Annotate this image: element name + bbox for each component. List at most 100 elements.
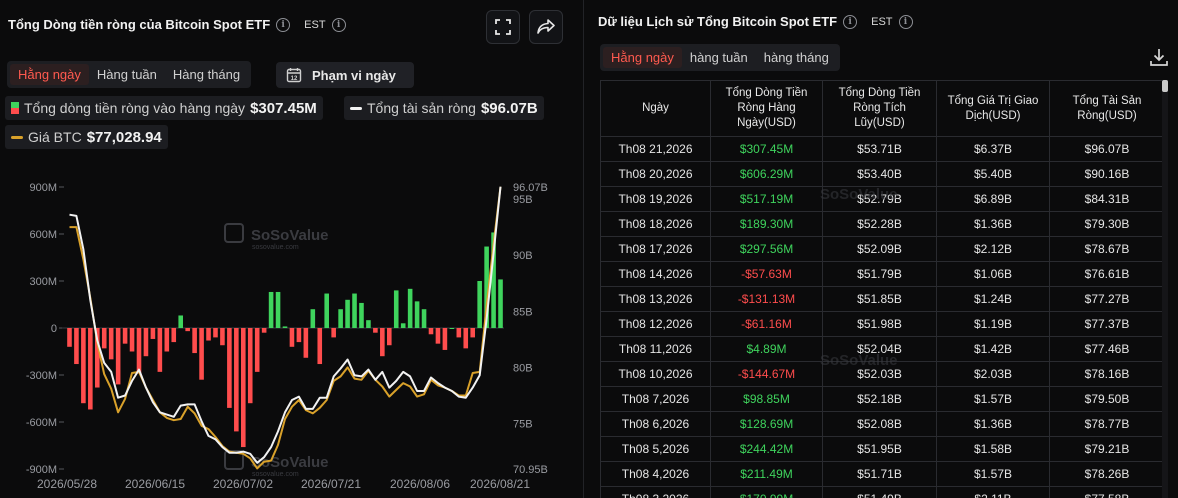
watermark-logo-icon [224, 223, 244, 243]
table-row[interactable]: Th08 19,2026 $517.19M $52.79B $6.89B $84.31B [600, 186, 1165, 212]
cell-value-traded: $6.89B [936, 186, 1050, 212]
cell-daily-netflow: $98.85M [710, 386, 823, 412]
x-axis: 2026/05/28 2026/06/15 2026/07/02 2026/07/21… [37, 477, 530, 491]
table-row[interactable]: Th08 11,2026 $4.89M $52.04B $1.42B $77.46B [600, 336, 1165, 362]
download-icon[interactable] [1148, 46, 1170, 68]
col-header-net-assets[interactable]: Tổng Tài Sản Ròng(USD) [1049, 80, 1165, 137]
x-tick-label: 2026/08/21 [470, 477, 530, 491]
netflow-bar [373, 328, 378, 333]
netflow-bar [470, 328, 476, 338]
table-row[interactable]: Th08 3,2026$170.99M$51.49B$2.11B$77.58B [600, 486, 1165, 498]
tab-daily[interactable]: Hằng ngày [10, 64, 89, 85]
table-row[interactable]: Th08 6,2026 $128.69M $52.08B $1.36B $78.77B [600, 411, 1165, 437]
table-row[interactable]: Th08 14,2026 -$57.63M $51.79B $1.06B $76.61B [600, 261, 1165, 287]
col-header-cumulative-netflow[interactable]: Tổng Dòng Tiền Ròng Tích Lũy(USD) [822, 80, 937, 137]
cell-daily-netflow: -$131.13M [710, 286, 823, 312]
col-header-date[interactable]: Ngày [600, 80, 711, 137]
cell-cumulative-netflow: $52.08B [822, 411, 937, 437]
cell-value-traded: $1.58B [936, 436, 1050, 462]
netflow-bar [157, 328, 163, 372]
cell-date: Th08 18,2026 [600, 211, 711, 237]
tab-weekly[interactable]: Hàng tuần [96, 67, 157, 82]
tab-monthly[interactable]: Hàng tháng [172, 67, 241, 82]
netflow-bar [206, 328, 211, 341]
fullscreen-button[interactable] [486, 10, 520, 44]
y-left-tick-label: -900M [26, 464, 57, 476]
col-header-value-traded[interactable]: Tổng Giá Trị Giao Dịch(USD) [936, 80, 1050, 137]
cell-cumulative-netflow: $53.71B [822, 136, 937, 162]
cell-date: Th08 4,2026 [600, 461, 711, 487]
history-title: Dữ liệu Lịch sử Tổng Bitcoin Spot ETF [598, 14, 838, 29]
chart-lines [69, 186, 502, 470]
cell-daily-netflow: $307.45M [710, 136, 823, 162]
cell-net-assets: $78.67B [1049, 236, 1165, 262]
y-left-tick-label: 0 [51, 323, 57, 335]
netflow-bar [407, 288, 413, 328]
cell-date: Th08 14,2026 [600, 261, 711, 287]
history-info-icon[interactable]: i [843, 14, 858, 29]
table-scroll-thumb[interactable] [1162, 80, 1168, 92]
netflow-bar [94, 328, 100, 388]
cell-cumulative-netflow: $52.18B [822, 386, 937, 412]
cell-cumulative-netflow: $52.79B [822, 186, 937, 212]
table-row[interactable]: Th08 18,2026 $189.30M $52.28B $1.36B $79.30B [600, 211, 1165, 237]
cell-cumulative-netflow: $52.28B [822, 211, 937, 237]
cell-date: Th08 21,2026 [600, 136, 711, 162]
history-tab-weekly[interactable]: hàng tuần [689, 50, 748, 65]
y-left-tick-label: -600M [26, 417, 57, 429]
netflow-bar [289, 328, 295, 347]
legend-netflow[interactable]: Tổng dòng tiền ròng vào hàng ngày $307.4… [5, 96, 323, 120]
netflow-bar [345, 299, 350, 328]
cell-date: Th08 6,2026 [600, 411, 711, 437]
table-row[interactable]: Th08 4,2026 $211.49M $51.71B $1.57B $78.26B [600, 461, 1165, 487]
netflow-bar [414, 301, 420, 328]
netflow-bar [199, 328, 204, 380]
x-tick-label: 2026/08/06 [390, 477, 450, 491]
info-icon[interactable]: i [276, 17, 291, 32]
cell-date: Th08 13,2026 [600, 286, 711, 312]
history-tab-monthly[interactable]: hàng tháng [763, 50, 829, 65]
netflow-bar [484, 246, 489, 328]
table-row[interactable]: Th08 13,2026 -$131.13M $51.85B $1.24B $77.27… [600, 286, 1165, 312]
table-row[interactable]: Th08 5,2026 $244.42M $51.95B $1.58B $79.21B [600, 436, 1165, 462]
table-row[interactable]: Th08 20,2026 $606.29M $53.40B $5.40B $90.16B [600, 161, 1165, 187]
table-header-row: Ngày Tổng Dòng Tiền Ròng Hàng Ngày(USD) … [600, 80, 1165, 137]
netflow-swatch [11, 102, 19, 114]
netflow-bar [442, 328, 448, 350]
netflow-bar [331, 328, 336, 338]
chart-watermarks: SoSoValuesosovalue.comSoSoValuesosovalue… [224, 223, 329, 478]
cell-value-traded: $1.57B [936, 386, 1050, 412]
legend-assets-value: $96.07B [480, 99, 538, 117]
cell-net-assets: $79.30B [1049, 211, 1165, 237]
date-range-button[interactable]: 12 Phạm vi ngày [276, 62, 414, 88]
cell-net-assets: $76.61B [1049, 261, 1165, 287]
share-button[interactable] [529, 10, 563, 44]
etf-flow-chart[interactable]: SoSoValuesosovalue.comSoSoValuesosovalue… [0, 170, 583, 498]
cell-net-assets: $79.21B [1049, 436, 1165, 462]
timezone-info-icon[interactable]: i [331, 17, 346, 32]
cell-cumulative-netflow: $51.85B [822, 286, 937, 312]
y-left-tick-label: 300M [29, 276, 57, 288]
table-scrollbar[interactable] [1162, 80, 1168, 498]
legend-btc[interactable]: Giá BTC $77,028.94 [5, 125, 168, 149]
history-timezone-info-icon[interactable]: i [898, 14, 913, 29]
history-tab-daily[interactable]: Hằng ngày [603, 47, 682, 68]
table-row[interactable]: Th08 21,2026 $307.45M $53.71B $6.37B $96.07B [600, 136, 1165, 162]
netflow-bar [386, 328, 392, 346]
netflow-bar [310, 309, 316, 328]
y-right-tick-label: 75B [513, 419, 533, 431]
netflow-bar [338, 309, 343, 328]
table-row[interactable]: Th08 12,2026 -$61.16M $51.98B $1.19B $77.37B [600, 311, 1165, 337]
netflow-bar [352, 293, 357, 328]
legend-assets[interactable]: Tổng tài sản ròng $96.07B [344, 96, 544, 120]
cell-net-assets: $79.50B [1049, 386, 1165, 412]
col-header-daily-netflow[interactable]: Tổng Dòng Tiền Ròng Hàng Ngày(USD) [710, 80, 823, 137]
cell-cumulative-netflow: $51.79B [822, 261, 937, 287]
cell-value-traded: $1.36B [936, 211, 1050, 237]
table-row[interactable]: Th08 7,2026 $98.85M $52.18B $1.57B $79.50B [600, 386, 1165, 412]
netflow-bar [247, 328, 253, 404]
table-row[interactable]: Th08 17,2026 $297.56M $52.09B $2.12B $78.67B [600, 236, 1165, 262]
table-row[interactable]: Th08 10,2026 -$144.67M $52.03B $2.03B $78.16… [600, 361, 1165, 387]
netflow-bar [136, 328, 142, 374]
